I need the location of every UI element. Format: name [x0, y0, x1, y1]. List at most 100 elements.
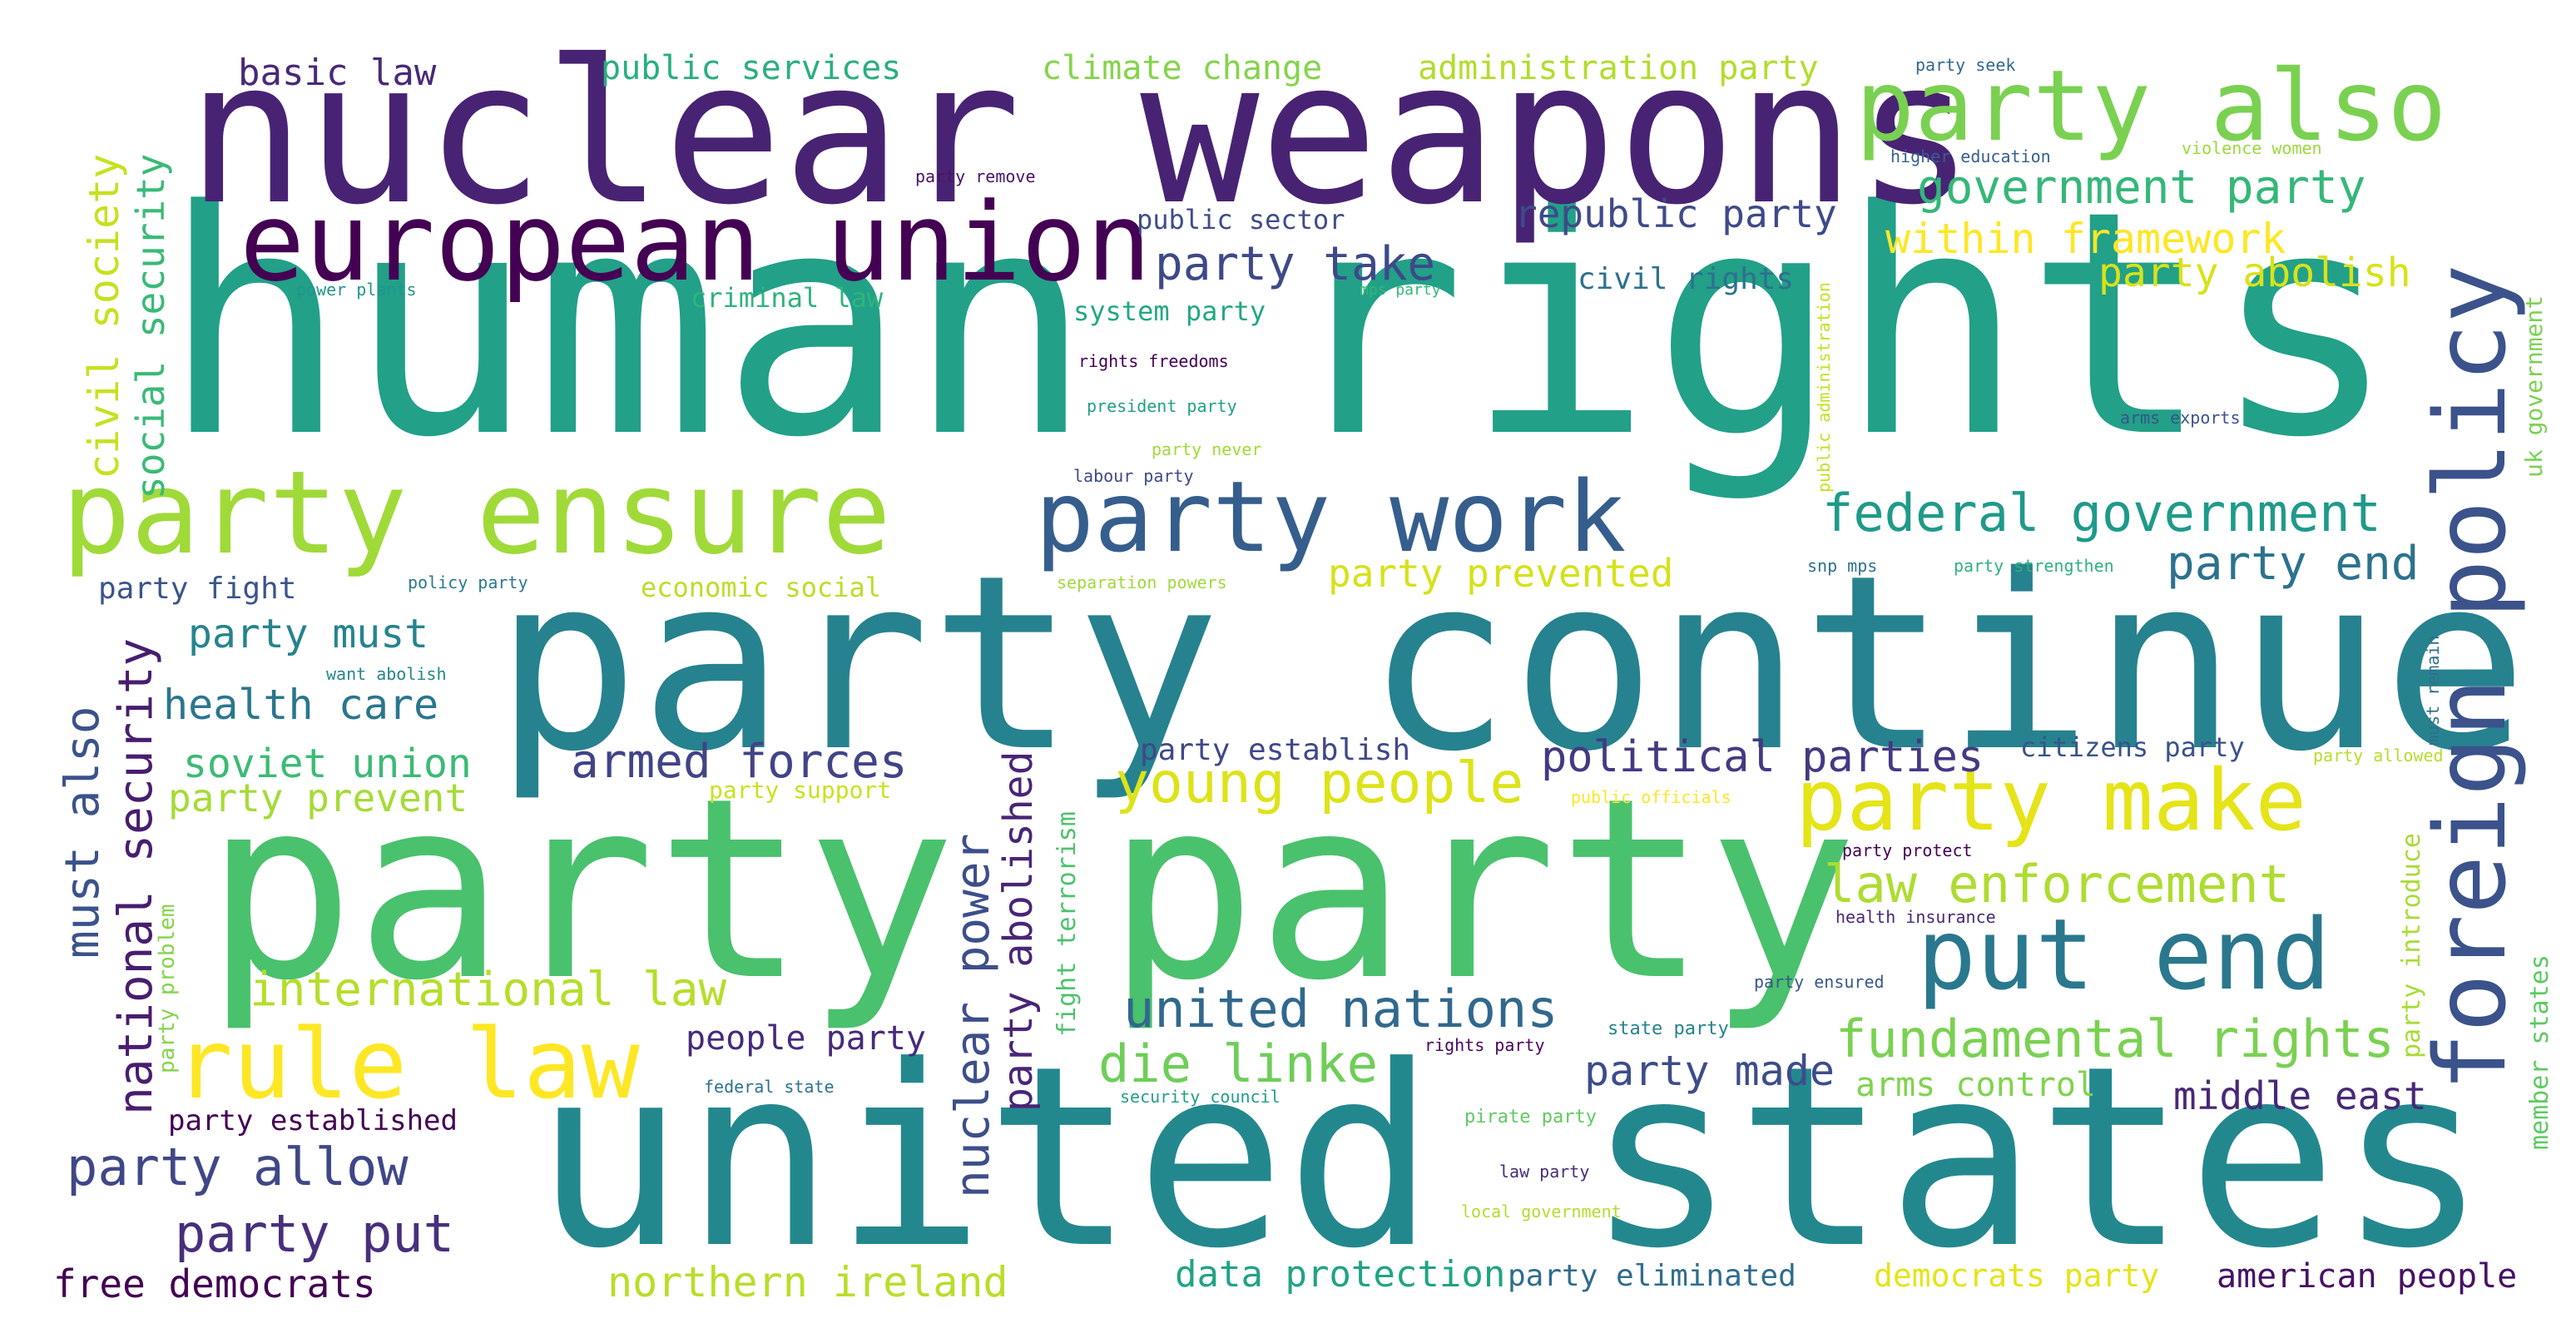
- word-party-remove: party remove: [915, 166, 1036, 186]
- word-party-party: party party: [205, 745, 1858, 1035]
- word-nuclear-weapons: nuclear weapons: [186, 18, 1975, 249]
- word-must-also: must also: [56, 706, 110, 959]
- word-climate-change: climate change: [1042, 49, 1323, 87]
- word-party-also: party also: [1855, 48, 2447, 163]
- word-political-parties: political parties: [1541, 732, 1984, 782]
- word-policy-party: policy party: [408, 572, 528, 592]
- word-must-remain: must remain: [2423, 635, 2443, 746]
- word-state-party: state party: [1608, 1018, 1729, 1039]
- word-party-ensure: party ensure: [62, 446, 891, 580]
- word-snp-mps: snp mps: [1807, 556, 1878, 576]
- word-party-problem: party problem: [155, 904, 180, 1074]
- word-federal-government: federal government: [1822, 483, 2381, 543]
- word-party-fight: party fight: [98, 572, 297, 606]
- word-party-continue: party continue: [494, 524, 2529, 805]
- word-party-established: party established: [168, 1104, 458, 1137]
- word-party-made: party made: [1584, 1047, 1835, 1095]
- word-party-end: party end: [2167, 537, 2420, 591]
- word-party-ensured: party ensured: [1754, 972, 1885, 992]
- word-soviet-union: soviet union: [183, 741, 472, 787]
- word-member-states: member states: [2525, 954, 2554, 1150]
- word-higher-education: higher education: [1890, 146, 2051, 166]
- word-separation-powers: separation powers: [1057, 572, 1227, 592]
- word-party-work: party work: [1035, 459, 1627, 574]
- word-party-prevented: party prevented: [1328, 551, 1674, 596]
- word-party-support: party support: [709, 776, 892, 804]
- word-within-framework: within framework: [1885, 215, 2286, 263]
- word-public-services: public services: [601, 49, 902, 87]
- word-party-abolish: party abolish: [2098, 250, 2411, 296]
- word-local-government: local government: [1461, 1202, 1622, 1222]
- word-public-officials: public officials: [1571, 787, 1731, 807]
- word-party-must: party must: [188, 611, 429, 657]
- word-arms-control: arms control: [1855, 1066, 2096, 1104]
- word-party-put: party put: [175, 1203, 454, 1264]
- word-party-abolished: party abolished: [995, 751, 1042, 1112]
- word-data-protection: data protection: [1175, 1253, 1506, 1296]
- word-party-eliminated: party eliminated: [1508, 1259, 1796, 1293]
- word-party-never: party never: [1152, 439, 1262, 459]
- word-free-democrats: free democrats: [53, 1261, 376, 1306]
- word-violence-women: violence women: [2182, 138, 2322, 158]
- word-northern-ireland: northern ireland: [607, 1258, 1008, 1306]
- word-national-security: national security: [109, 637, 163, 1115]
- word-party-prevent: party prevent: [168, 776, 468, 820]
- word-american-people: american people: [2217, 1257, 2518, 1296]
- word-basic-law: basic law: [238, 52, 437, 94]
- word-criminal-law: criminal law: [691, 282, 884, 314]
- word-public-sector: public sector: [1137, 204, 1345, 235]
- word-international-law: international law: [250, 963, 727, 1017]
- word-united-states: united states: [534, 1013, 2488, 1303]
- word-power-plants: power plants: [296, 280, 417, 300]
- word-arms-exports: arms exports: [2120, 408, 2241, 428]
- word-health-care: health care: [163, 681, 439, 729]
- word-party-strengthen: party strengthen: [1954, 556, 2114, 576]
- word-uk-government: uk government: [2520, 295, 2548, 478]
- word-fundamental-rights: fundamental rights: [1835, 1008, 2395, 1069]
- word-fight-terrorism: fight terrorism: [1053, 811, 1082, 1037]
- word-rights-party: rights party: [1424, 1035, 1545, 1055]
- word-party-make: party make: [1796, 751, 2307, 850]
- word-party-allow: party allow: [67, 1137, 409, 1197]
- word-health-insurance: health insurance: [1835, 907, 1996, 927]
- word-president-party: president party: [1087, 396, 1237, 416]
- word-republic-party: republic party: [1514, 191, 1837, 236]
- word-social-security: social security: [128, 153, 173, 499]
- word-die-linke: die linke: [1098, 1033, 1378, 1094]
- word-system-party: system party: [1073, 295, 1266, 327]
- word-party-seek: party seek: [1915, 55, 2016, 75]
- word-citizens-party: citizens party: [2020, 731, 2245, 763]
- word-party-protect: party protect: [1842, 840, 1973, 860]
- word-federal-state: federal state: [704, 1077, 835, 1097]
- word-middle-east: middle east: [2173, 1073, 2427, 1118]
- word-young-people: young people: [1115, 751, 1524, 816]
- word-economic-social: economic social: [641, 572, 881, 603]
- word-armed-forces: armed forces: [571, 735, 908, 789]
- word-european-union: european union: [240, 179, 1152, 305]
- word-mps-party: mps party: [1360, 281, 1441, 299]
- word-rule-law: rule law: [175, 1008, 640, 1121]
- word-party-introduce: party introduce: [2397, 833, 2426, 1058]
- word-law-enforcement: law enforcement: [1824, 854, 2290, 914]
- word-government-party: government party: [1917, 161, 2366, 215]
- word-rights-freedoms: rights freedoms: [1078, 351, 1229, 371]
- word-party-take: party take: [1155, 237, 1436, 291]
- word-labour-party: labour party: [1073, 466, 1194, 486]
- word-administration-party: administration party: [1418, 49, 1819, 87]
- word-human-rights: human rights: [161, 145, 2398, 505]
- word-civil-rights: civil rights: [1578, 262, 1795, 296]
- word-want-abolish: want abolish: [326, 664, 447, 684]
- word-united-nations: united nations: [1123, 979, 1558, 1039]
- word-democrats-party: democrats party: [1874, 1257, 2160, 1294]
- word-nuclear-power: nuclear power: [946, 833, 1000, 1198]
- word-civil-society: civil society: [80, 153, 128, 479]
- word-law-party: law party: [1499, 1162, 1590, 1182]
- word-public-administration: public administration: [1814, 282, 1834, 493]
- word-party-allowed: party allowed: [2313, 746, 2444, 766]
- word-people-party: people party: [686, 1019, 926, 1058]
- word-put-end: put end: [1917, 897, 2331, 1012]
- word-security-council: security council: [1120, 1087, 1281, 1107]
- word-party-establish: party establish: [1140, 733, 1411, 767]
- word-pirate-party: pirate party: [1464, 1107, 1597, 1127]
